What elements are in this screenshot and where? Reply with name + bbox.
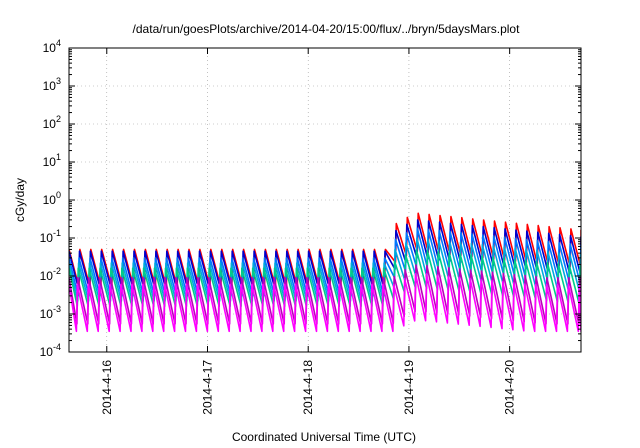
x-axis-label: Coordinated Universal Time (UTC) <box>232 430 416 444</box>
x-tick-label: 2014-4-20 <box>503 360 517 415</box>
series-line <box>69 227 581 297</box>
x-tick-label: 2014-4-18 <box>301 360 315 415</box>
y-tick-label: 10-2 <box>40 266 61 283</box>
y-tick-label: 102 <box>43 114 61 131</box>
x-tick-label: 2014-4-17 <box>200 360 214 415</box>
y-tick-label: 100 <box>43 190 61 207</box>
series-line <box>69 237 581 302</box>
x-axis: 2014-4-16 2014-4-17 2014-4-18 2014-4-19 2014… <box>100 48 517 415</box>
y-tick-label: 10-3 <box>40 304 61 321</box>
y-axis-label: cGy/day <box>13 178 27 222</box>
x-tick-label: 2014-4-16 <box>100 360 114 415</box>
x-tick-label: 2014-4-19 <box>402 360 416 415</box>
series-line <box>69 264 581 325</box>
y-tick-label: 101 <box>43 152 61 169</box>
series-group <box>69 212 581 333</box>
y-tick-label: 103 <box>43 76 61 93</box>
grid-lines <box>69 48 581 352</box>
chart-title: /data/run/goesPlots/archive/2014-04-20/1… <box>133 22 521 36</box>
series-line <box>69 249 581 307</box>
y-tick-label: 104 <box>43 38 61 55</box>
y-tick-label: 10-4 <box>40 342 61 359</box>
series-line <box>69 272 581 333</box>
y-tick-label: 10-1 <box>40 228 61 245</box>
y-axis: 10-4 10-3 10-2 10-1 100 101 102 103 104 <box>40 38 581 359</box>
